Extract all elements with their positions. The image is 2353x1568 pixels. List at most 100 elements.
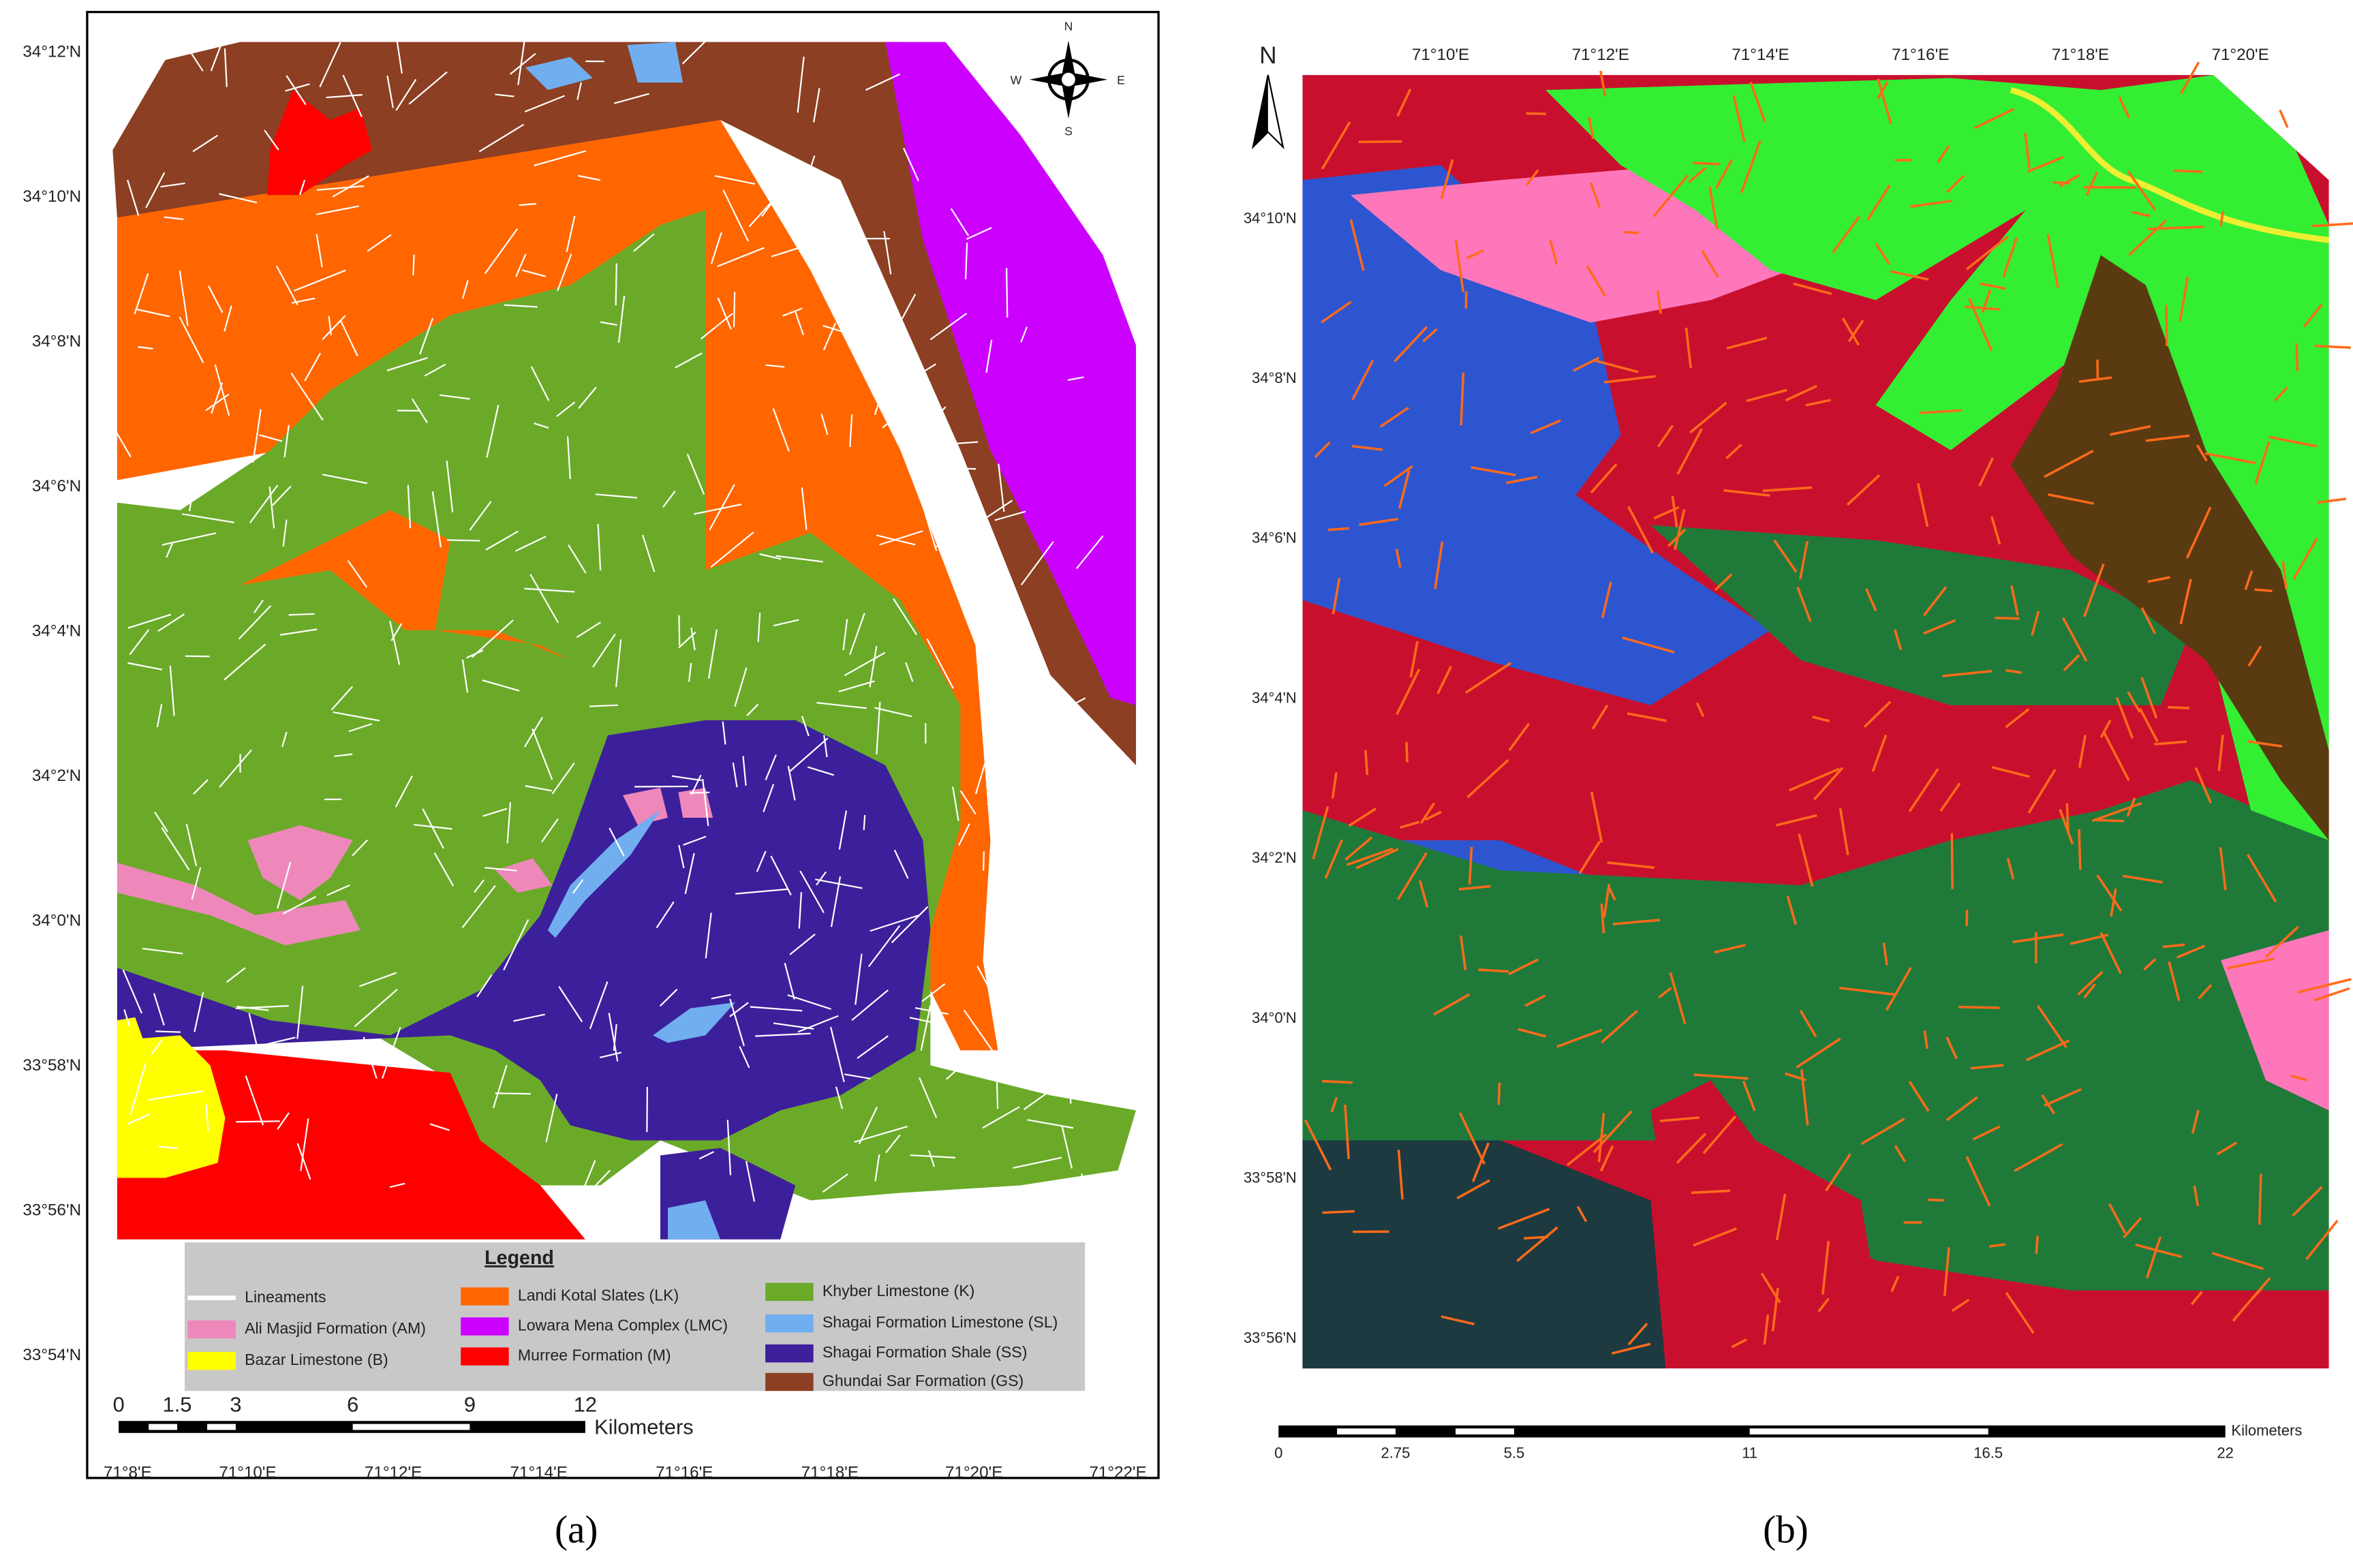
lineament [2083, 983, 2096, 999]
lineament [127, 1113, 150, 1125]
legend-swatch [187, 1351, 236, 1370]
lineament [164, 216, 184, 220]
lineament [191, 867, 202, 900]
lineament [2251, 1287, 2263, 1300]
lineament [348, 723, 373, 733]
lineament [926, 406, 947, 428]
lineament [771, 243, 813, 258]
lineament [1800, 1069, 1809, 1126]
lineament [2154, 740, 2187, 745]
lineament [1497, 1208, 1550, 1230]
lineament [849, 414, 853, 448]
lineament [2078, 376, 2112, 383]
lineament [210, 19, 232, 72]
lineament [1573, 356, 1600, 372]
lineament [2303, 304, 2323, 328]
lineament [2217, 735, 2224, 771]
lineament [1471, 466, 1516, 476]
lineament [1349, 219, 1365, 271]
lineament [2305, 1219, 2339, 1261]
lineament [1991, 766, 2030, 778]
lineament [2026, 1039, 2070, 1062]
lineament [798, 892, 803, 929]
lineament [775, 555, 823, 563]
lineament [281, 731, 288, 748]
lineament [1689, 401, 1727, 434]
lineament [2102, 731, 2130, 781]
longitude-label: 71°18'E [801, 1464, 859, 1482]
lineament [773, 1022, 814, 1030]
lineament [1813, 767, 1844, 801]
lineament [2314, 344, 2351, 349]
lineament [874, 370, 891, 416]
lineament [717, 297, 732, 330]
lineament [2165, 305, 2168, 347]
lineament [1578, 840, 1601, 874]
lineament [1965, 305, 2001, 311]
lineament [1320, 301, 1352, 324]
lineament [545, 1094, 558, 1143]
lineament [609, 827, 625, 857]
lineament [2059, 809, 2074, 845]
scale-label: 12 [574, 1392, 597, 1416]
scale-label: 3 [230, 1392, 241, 1416]
lineament [1344, 836, 1373, 861]
lineament [279, 628, 318, 636]
lineament [914, 1007, 949, 1015]
lineament [236, 1120, 280, 1123]
lineament [517, 32, 527, 85]
lineament [950, 441, 979, 445]
lineament [964, 243, 968, 279]
latitude-label: 34°0'N [1252, 1009, 1297, 1026]
lineament [1398, 470, 1411, 509]
shagai-formation-limestone [668, 1200, 721, 1240]
lineament [876, 534, 916, 546]
lineament [1785, 384, 1817, 402]
lineament [1061, 1125, 1073, 1169]
lineament [1995, 616, 2020, 620]
lineament [958, 823, 970, 846]
lineament [1863, 701, 1892, 728]
lineament [123, 1009, 130, 1026]
lineament [867, 925, 901, 968]
scale-bar [119, 1421, 585, 1433]
lineament [2179, 579, 2192, 625]
lineament [492, 1064, 508, 1109]
longitude-label: 71°16'E [1892, 46, 1949, 64]
lineament [2168, 706, 2189, 709]
lineament [506, 802, 512, 844]
lineament [838, 810, 848, 850]
lineament [1037, 988, 1058, 1039]
lineament [1419, 802, 1436, 824]
lineament [2193, 1185, 2200, 1206]
lineament [253, 600, 264, 614]
lineament [988, 706, 1004, 731]
lineament [1518, 1028, 1547, 1038]
lineament [389, 621, 401, 665]
lineament [2211, 1252, 2264, 1270]
latitude-label: 33°58'N [22, 1056, 81, 1075]
lineament [2198, 984, 2213, 1000]
lineament [1877, 78, 1892, 125]
lineament [1422, 328, 1438, 343]
latitude-label: 34°0'N [32, 911, 81, 929]
lineament [983, 851, 985, 871]
lineament [156, 704, 163, 728]
lineament [138, 345, 153, 350]
lineament [1603, 883, 1611, 918]
lineament [844, 651, 886, 677]
lineament [1566, 1133, 1608, 1167]
lineament [822, 324, 876, 343]
lineament [857, 1035, 889, 1059]
lineament [1762, 486, 1813, 493]
lineament [1970, 1064, 2004, 1070]
lineament [1927, 1198, 1945, 1202]
lineament [2177, 944, 2206, 959]
lineament [865, 73, 900, 91]
lineament [1875, 243, 1890, 265]
lineament [439, 394, 470, 400]
lineament [1441, 1315, 1475, 1325]
lineament [524, 587, 575, 593]
lineament [883, 231, 892, 275]
lineament [157, 613, 185, 632]
